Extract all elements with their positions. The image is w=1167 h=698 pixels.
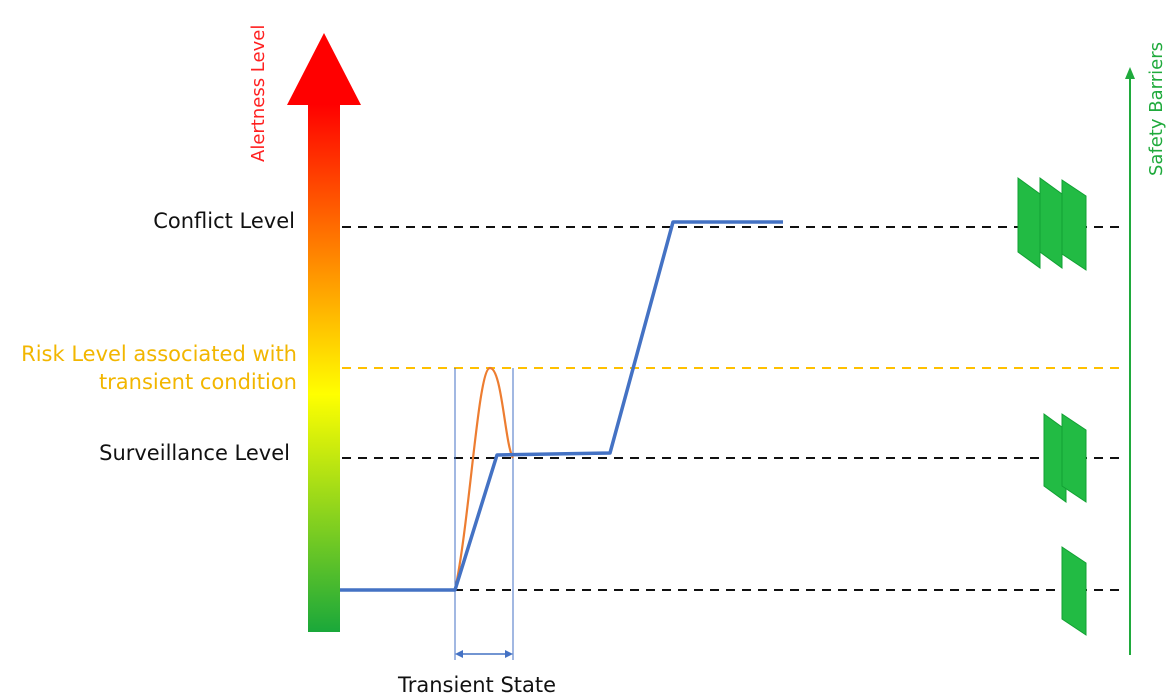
barrier-panel <box>1043 413 1067 503</box>
barrier-panel <box>1061 413 1087 503</box>
transient-state-label: Transient State <box>398 673 557 697</box>
conflict-barriers <box>1017 177 1087 271</box>
alertness-path <box>340 220 783 592</box>
transient-overshoot-curve <box>453 366 514 591</box>
surveillance-barriers <box>1043 413 1087 503</box>
surveillance-level-label: Surveillance Level <box>99 441 290 465</box>
transient-state-bracket <box>454 368 514 660</box>
risk-level-label: Risk Level associated with transient con… <box>21 340 297 396</box>
barrier-panel <box>1039 177 1063 269</box>
safety-barriers-label: Safety Barriers <box>1146 41 1167 176</box>
risk-level-label-line2: transient condition <box>98 370 297 394</box>
base-barriers <box>1061 546 1087 636</box>
alertness-arrow <box>287 33 361 632</box>
conflict-level-label: Conflict Level <box>153 209 295 233</box>
barrier-panel <box>1061 546 1087 636</box>
barrier-panel <box>1061 179 1087 271</box>
transient-right-arrowhead <box>505 650 513 658</box>
alertness-level-label: Alertness Level <box>248 24 269 162</box>
transient-left-arrowhead <box>455 650 463 658</box>
barrier-panel <box>1017 177 1041 269</box>
alertness-arrow-head <box>287 33 361 105</box>
alertness-arrow-shaft <box>308 104 340 632</box>
risk-level-label-line1: Risk Level associated with <box>21 342 297 366</box>
safety-barriers-axis <box>1125 67 1135 655</box>
safety-axis-arrowhead <box>1125 67 1135 79</box>
